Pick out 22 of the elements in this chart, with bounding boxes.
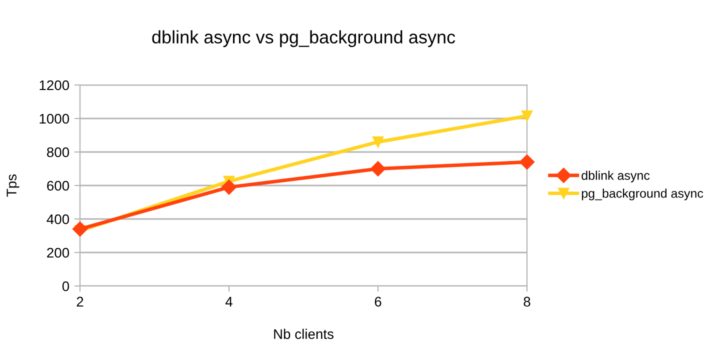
chart-title: dblink async vs pg_background async bbox=[152, 30, 456, 48]
point bbox=[221, 180, 237, 195]
y-tick-label: 200 bbox=[47, 248, 70, 258]
point bbox=[372, 136, 384, 148]
y-tick-label: 400 bbox=[46, 214, 70, 224]
point bbox=[521, 110, 533, 122]
legend-label: pg_background async bbox=[582, 188, 704, 200]
y-tick-label: 1000 bbox=[40, 114, 70, 124]
y-axis-title: Tps bbox=[6, 174, 20, 197]
point bbox=[370, 161, 386, 176]
y-tick-label: 800 bbox=[47, 147, 70, 158]
point bbox=[72, 221, 88, 237]
x-tick-label: 2 bbox=[76, 296, 84, 306]
x-tick-label: 6 bbox=[374, 296, 382, 307]
y-tick-label: 1200 bbox=[40, 80, 70, 90]
y-tick-label: 600 bbox=[47, 180, 70, 191]
x-tick-label: 8 bbox=[524, 296, 530, 307]
point bbox=[519, 154, 535, 170]
legend-label: dblink async bbox=[582, 170, 650, 182]
x-axis-title: Nb clients bbox=[274, 328, 334, 340]
x-tick-label: 4 bbox=[225, 296, 232, 306]
y-tick-label: 0 bbox=[62, 281, 70, 292]
